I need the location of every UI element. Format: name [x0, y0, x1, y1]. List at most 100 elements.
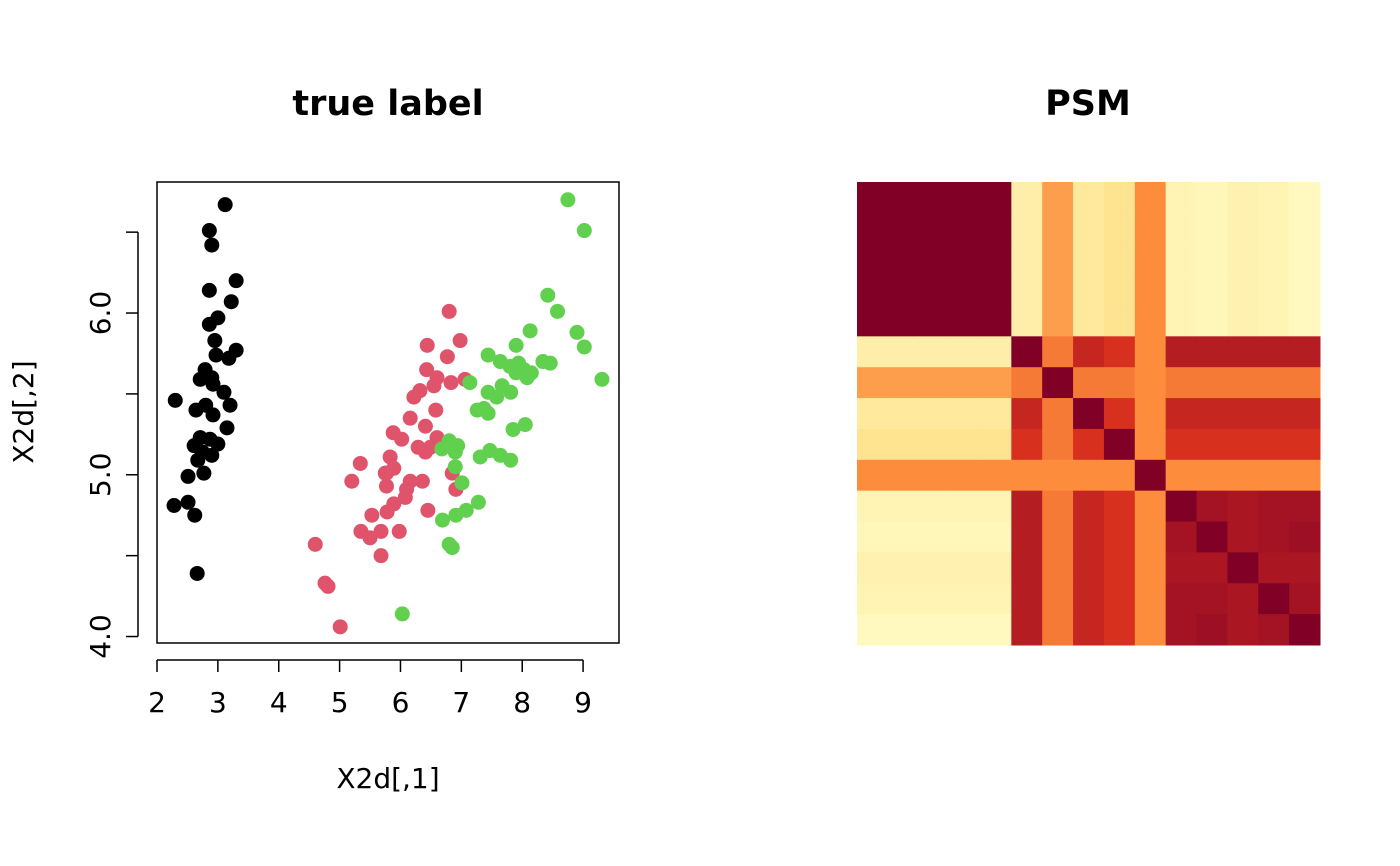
point	[441, 303, 457, 319]
point	[205, 376, 221, 392]
heatmap-cell	[918, 490, 951, 523]
heatmap-cell	[1011, 367, 1043, 399]
heatmap-cell	[857, 428, 889, 461]
heatmap-cell	[1073, 212, 1105, 245]
heatmap-cell	[1258, 336, 1290, 368]
point	[180, 494, 196, 510]
heatmap-cell	[918, 305, 951, 337]
point	[187, 507, 203, 523]
heatmap-cell	[949, 336, 981, 368]
heatmap-cell	[1196, 336, 1228, 368]
heatmap-cell	[1289, 305, 1321, 337]
heatmap-cell	[949, 274, 981, 306]
heatmap-cell	[1011, 552, 1043, 584]
heatmap-cell	[1073, 614, 1105, 646]
heatmap-cell	[1289, 182, 1321, 214]
heatmap-cell	[1227, 521, 1259, 553]
heatmap-cell	[1165, 459, 1198, 492]
heatmap-cell	[1289, 336, 1321, 368]
heatmap-cell	[1134, 367, 1167, 399]
point	[394, 606, 410, 622]
point	[462, 375, 478, 391]
point	[192, 371, 208, 387]
heatmap-cell	[918, 336, 951, 368]
heatmap-cell	[887, 274, 920, 306]
heatmap-cell	[1289, 212, 1321, 245]
heatmap-cell	[1165, 583, 1198, 615]
heatmap-cell	[887, 243, 920, 276]
heatmap-cell	[1134, 274, 1167, 306]
heatmap-cell	[1042, 521, 1074, 553]
point	[332, 619, 348, 635]
point	[439, 349, 455, 365]
heatmap-cell	[1165, 182, 1198, 214]
point	[508, 337, 524, 353]
heatmap-cell	[1227, 490, 1259, 523]
heatmap-cell	[1289, 398, 1321, 430]
heatmap-cell	[949, 552, 981, 584]
point	[444, 540, 460, 556]
point	[394, 431, 410, 447]
heatmap-cell	[1258, 490, 1290, 523]
point	[472, 449, 488, 465]
heatmap-cell	[1227, 583, 1259, 615]
heatmap-cell	[1227, 398, 1259, 430]
point	[217, 197, 233, 213]
x-tick-label: 8	[513, 686, 531, 719]
heatmap-cell	[1103, 182, 1136, 214]
heatmap-cell	[1258, 459, 1290, 492]
heatmap-cell	[1011, 212, 1043, 245]
heatmap-cell	[1042, 212, 1074, 245]
heatmap-cell	[980, 521, 1012, 553]
heatmap-cell	[1011, 614, 1043, 646]
heatmap-cell	[887, 583, 920, 615]
heatmap-cell	[1165, 521, 1198, 553]
heatmap-cell	[1289, 459, 1321, 492]
heatmap-cell	[1165, 336, 1198, 368]
point	[391, 523, 407, 539]
heatmap-cell	[1103, 459, 1136, 492]
point	[517, 417, 533, 433]
point	[419, 337, 435, 353]
heatmap-cell	[887, 305, 920, 337]
heatmap-cell	[1011, 274, 1043, 306]
point	[188, 402, 204, 418]
point	[204, 447, 220, 463]
heatmap-cell	[1103, 583, 1136, 615]
heatmap-cell	[1134, 552, 1167, 584]
point	[362, 530, 378, 546]
x-tick-label: 9	[574, 686, 592, 719]
heatmap-cell	[1258, 552, 1290, 584]
point	[223, 294, 239, 310]
heatmap-cell	[1227, 614, 1259, 646]
heatmap-cell	[1073, 521, 1105, 553]
heatmap-cell	[1134, 336, 1167, 368]
x-tick-label: 2	[148, 686, 166, 719]
heatmap-cell	[980, 490, 1012, 523]
point	[196, 465, 212, 481]
y-tick-label: 4.0	[84, 614, 117, 659]
heatmap-cell	[1134, 459, 1167, 492]
heatmap-cell	[1042, 614, 1074, 646]
heatmap-cell	[1227, 182, 1259, 214]
point	[505, 421, 521, 437]
heatmap-cell	[1165, 367, 1198, 399]
heatmap-cell	[1011, 243, 1043, 276]
heatmap-cell	[918, 521, 951, 553]
heatmap-cell	[1289, 428, 1321, 461]
heatmap-cell	[918, 552, 951, 584]
point	[447, 444, 463, 460]
heatmap-cell	[1196, 212, 1228, 245]
heatmap-cell	[1289, 614, 1321, 646]
heatmap-cell	[1258, 614, 1290, 646]
heatmap-cell	[1073, 182, 1105, 214]
heatmap-cell	[1165, 212, 1198, 245]
point	[373, 548, 389, 564]
heatmap-cell	[1196, 367, 1228, 399]
heatmap-cell	[1196, 305, 1228, 337]
point	[201, 223, 217, 239]
point	[540, 287, 556, 303]
point	[569, 324, 585, 340]
heatmap-cell	[1289, 521, 1321, 553]
point	[503, 452, 519, 468]
